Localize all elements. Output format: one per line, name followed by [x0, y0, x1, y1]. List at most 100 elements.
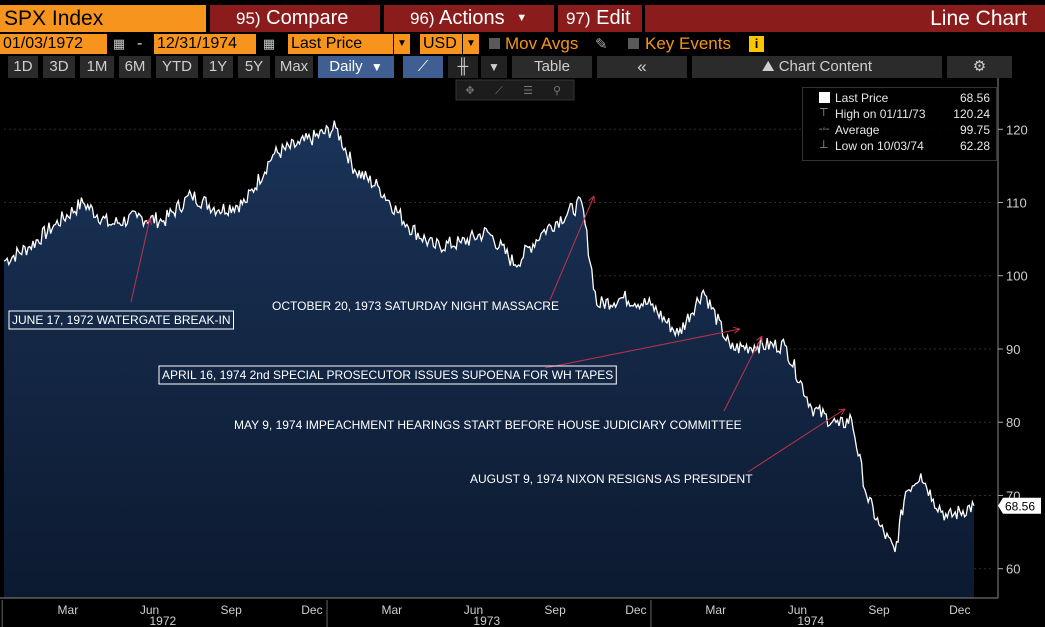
price-line: [3, 120, 975, 553]
x-tick-label: Sep: [544, 603, 566, 617]
range-1d-button[interactable]: 1D: [8, 56, 38, 78]
annotations: JUNE 17, 1972 WATERGATE BREAK-IN OCTOBER …: [8, 195, 846, 486]
edit-label: Edit: [596, 7, 631, 29]
legend-last-price: Last Price 68.56: [803, 90, 996, 106]
x-tick-label: Sep: [221, 603, 243, 617]
chevron-down-icon: ▼: [488, 60, 500, 74]
legend-high: ⊤ High on 01/11/73 120.24: [803, 106, 996, 122]
range-3d-button[interactable]: 3D: [43, 56, 75, 78]
x-year-label: 1972: [150, 614, 177, 627]
legend-low-value: 62.28: [959, 139, 990, 153]
mov-avgs-checkbox[interactable]: [489, 38, 500, 49]
y-tick-label: 90: [1006, 342, 1020, 357]
x-tick-label: Mar: [381, 603, 402, 617]
actions-menu[interactable]: 96) Actions ▼: [384, 5, 554, 32]
price-chart[interactable]: ✥ ⟋ ☰ ⚲ JUNE 17, 1972 WATERGATE BREAK-IN OCT…: [0, 78, 1045, 627]
info-icon[interactable]: i: [749, 36, 764, 52]
average-marker-icon: -◦-: [819, 124, 830, 135]
annotation-arrow: [747, 408, 846, 473]
annotation-arrow: [549, 195, 595, 301]
mov-avgs-label: Mov Avgs: [505, 34, 579, 53]
gear-icon: ⚙: [972, 58, 987, 75]
chart-tool-icon: ✥: [465, 85, 474, 97]
annotation-text: APRIL 16, 1974 2nd SPECIAL PROSECUTOR IS…: [162, 368, 613, 382]
chart-content-icon: ⛰: [761, 58, 775, 75]
calendar-icon[interactable]: ▦: [262, 36, 276, 51]
price-area: [4, 120, 974, 598]
x-year-label: 1973: [473, 614, 500, 627]
y-tick-label: 120: [1006, 122, 1028, 137]
x-axis-band: [0, 598, 1045, 627]
line-chart-icon: ⟋: [417, 58, 429, 75]
last-value-label: 68.56: [1005, 500, 1035, 514]
key-events-checkbox[interactable]: [628, 38, 639, 49]
annotation-text: JUNE 17, 1972 WATERGATE BREAK-IN: [12, 313, 231, 327]
annotation-text: OCTOBER 20, 1973 SATURDAY NIGHT MASSACRE: [272, 299, 559, 313]
x-tick-label: Jun: [788, 603, 807, 617]
ohlc-icon: ╫: [457, 58, 469, 75]
field-select[interactable]: Last Price: [288, 34, 393, 54]
drawing-tools: ✥ ⟋ ☰ ⚲: [455, 79, 575, 101]
compare-number: 95): [236, 9, 261, 28]
chart-tool-icon: ☰: [523, 85, 533, 97]
table-button[interactable]: Table: [512, 56, 592, 78]
annotation-arrowhead: [837, 408, 846, 416]
compare-label: Compare: [266, 7, 349, 29]
date-separator: -: [137, 35, 143, 52]
edit-number: 97): [566, 9, 591, 28]
annotation-arrowhead: [588, 195, 595, 204]
legend-average: -◦- Average 99.75: [803, 122, 996, 138]
chart-tool-icon: ⟋: [495, 85, 503, 97]
range-1m-button[interactable]: 1M: [80, 56, 114, 78]
chart-style-dropdown[interactable]: ▼: [481, 56, 507, 78]
x-tick-label: Mar: [705, 603, 726, 617]
double-chevron-left-icon: «: [637, 57, 647, 76]
legend-last-price-value: 68.56: [959, 91, 990, 105]
range-6m-button[interactable]: 6M: [119, 56, 151, 78]
annotation-box: [8, 310, 235, 330]
calendar-icon[interactable]: ▦: [112, 36, 126, 51]
end-date-input[interactable]: 12/31/1974: [154, 34, 256, 54]
annotation-text: MAY 9, 1974 IMPEACHMENT HEARINGS START B…: [234, 418, 742, 432]
collapse-button[interactable]: «: [597, 56, 687, 78]
chevron-down-icon[interactable]: ▼: [463, 34, 479, 54]
pencil-icon[interactable]: ✎: [595, 36, 608, 53]
annotation-box: [158, 365, 617, 385]
ticker-field[interactable]: SPX Index: [0, 5, 206, 32]
x-tick-label: Sep: [868, 603, 890, 617]
compare-menu[interactable]: 95) Compare: [210, 5, 380, 32]
chevron-down-icon[interactable]: ▼: [394, 34, 410, 54]
settings-button[interactable]: ⚙: [947, 56, 1012, 78]
actions-label: Actions: [439, 7, 505, 29]
frequency-label: Daily: [329, 58, 363, 75]
chart-content-button[interactable]: ⛰ Chart Content: [692, 56, 942, 78]
legend-high-value: 120.24: [953, 107, 990, 121]
bar-style-button[interactable]: ╫: [448, 56, 478, 78]
x-axis: Mar Jun Sep Dec Mar Jun Sep Dec Mar Jun Sep Dec 1972…: [0, 597, 1045, 627]
line-chart-button[interactable]: ⟋: [403, 56, 443, 78]
range-ytd-button[interactable]: YTD: [156, 56, 198, 78]
range-1y-button[interactable]: 1Y: [203, 56, 233, 78]
actions-number: 96): [410, 9, 435, 28]
range-5y-button[interactable]: 5Y: [238, 56, 270, 78]
annotation-arrow: [544, 328, 741, 369]
start-date-input[interactable]: 01/03/1972: [0, 34, 107, 54]
chart-content-label: Chart Content: [778, 58, 873, 75]
currency-select[interactable]: USD: [420, 34, 462, 54]
annotation-arrow: [723, 335, 763, 412]
annotation-arrowhead: [145, 217, 153, 225]
legend-average-value: 99.75: [959, 123, 990, 137]
annotation-arrowhead: [733, 326, 741, 334]
legend-low: ⊥ Low on 10/03/74 62.28: [803, 138, 996, 154]
y-tick-label: 100: [1006, 269, 1028, 284]
x-tick-label: Mar: [58, 603, 79, 617]
x-tick-label: Dec: [301, 603, 322, 617]
chart-tool-icon: ⚲: [553, 85, 561, 97]
frequency-select[interactable]: Daily ▼: [318, 56, 394, 78]
low-marker-icon: ⊥: [819, 139, 829, 151]
x-tick-label: Jun: [464, 603, 483, 617]
edit-menu[interactable]: 97) Edit ▼: [558, 5, 642, 51]
chart-type-title: Line Chart: [645, 5, 1045, 32]
range-max-button[interactable]: Max: [275, 56, 313, 78]
